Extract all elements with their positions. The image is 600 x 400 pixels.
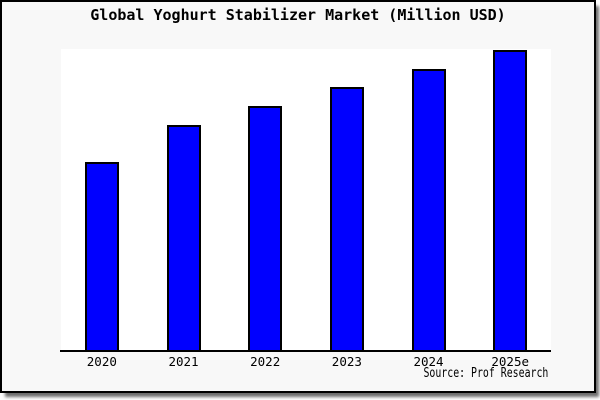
source-text: Source: Prof Research (423, 366, 548, 381)
bar-2024 (411, 68, 446, 350)
x-axis-labels: 2020 2021 2022 2023 2024 2025e (61, 355, 551, 369)
x-tick-label-2023: 2023 (331, 354, 362, 369)
bar-2021 (166, 124, 201, 350)
chart-figure: Global Yoghurt Stabilizer Market (Millio… (0, 0, 596, 393)
chart-title: Global Yoghurt Stabilizer Market (Millio… (90, 6, 506, 24)
bar-2022 (248, 105, 283, 350)
x-tick-label-2021: 2021 (168, 354, 199, 369)
x-tick-label-2025e: 2025e (491, 354, 530, 369)
x-tick-label-2022: 2022 (250, 354, 281, 369)
x-tick-label-2020: 2020 (86, 354, 117, 369)
bar-2025e (493, 49, 528, 350)
x-axis-line (60, 350, 551, 352)
bar-2020 (84, 161, 119, 350)
plot-area (60, 49, 551, 352)
x-tick-label-2024: 2024 (413, 354, 444, 369)
bar-2023 (329, 86, 364, 350)
